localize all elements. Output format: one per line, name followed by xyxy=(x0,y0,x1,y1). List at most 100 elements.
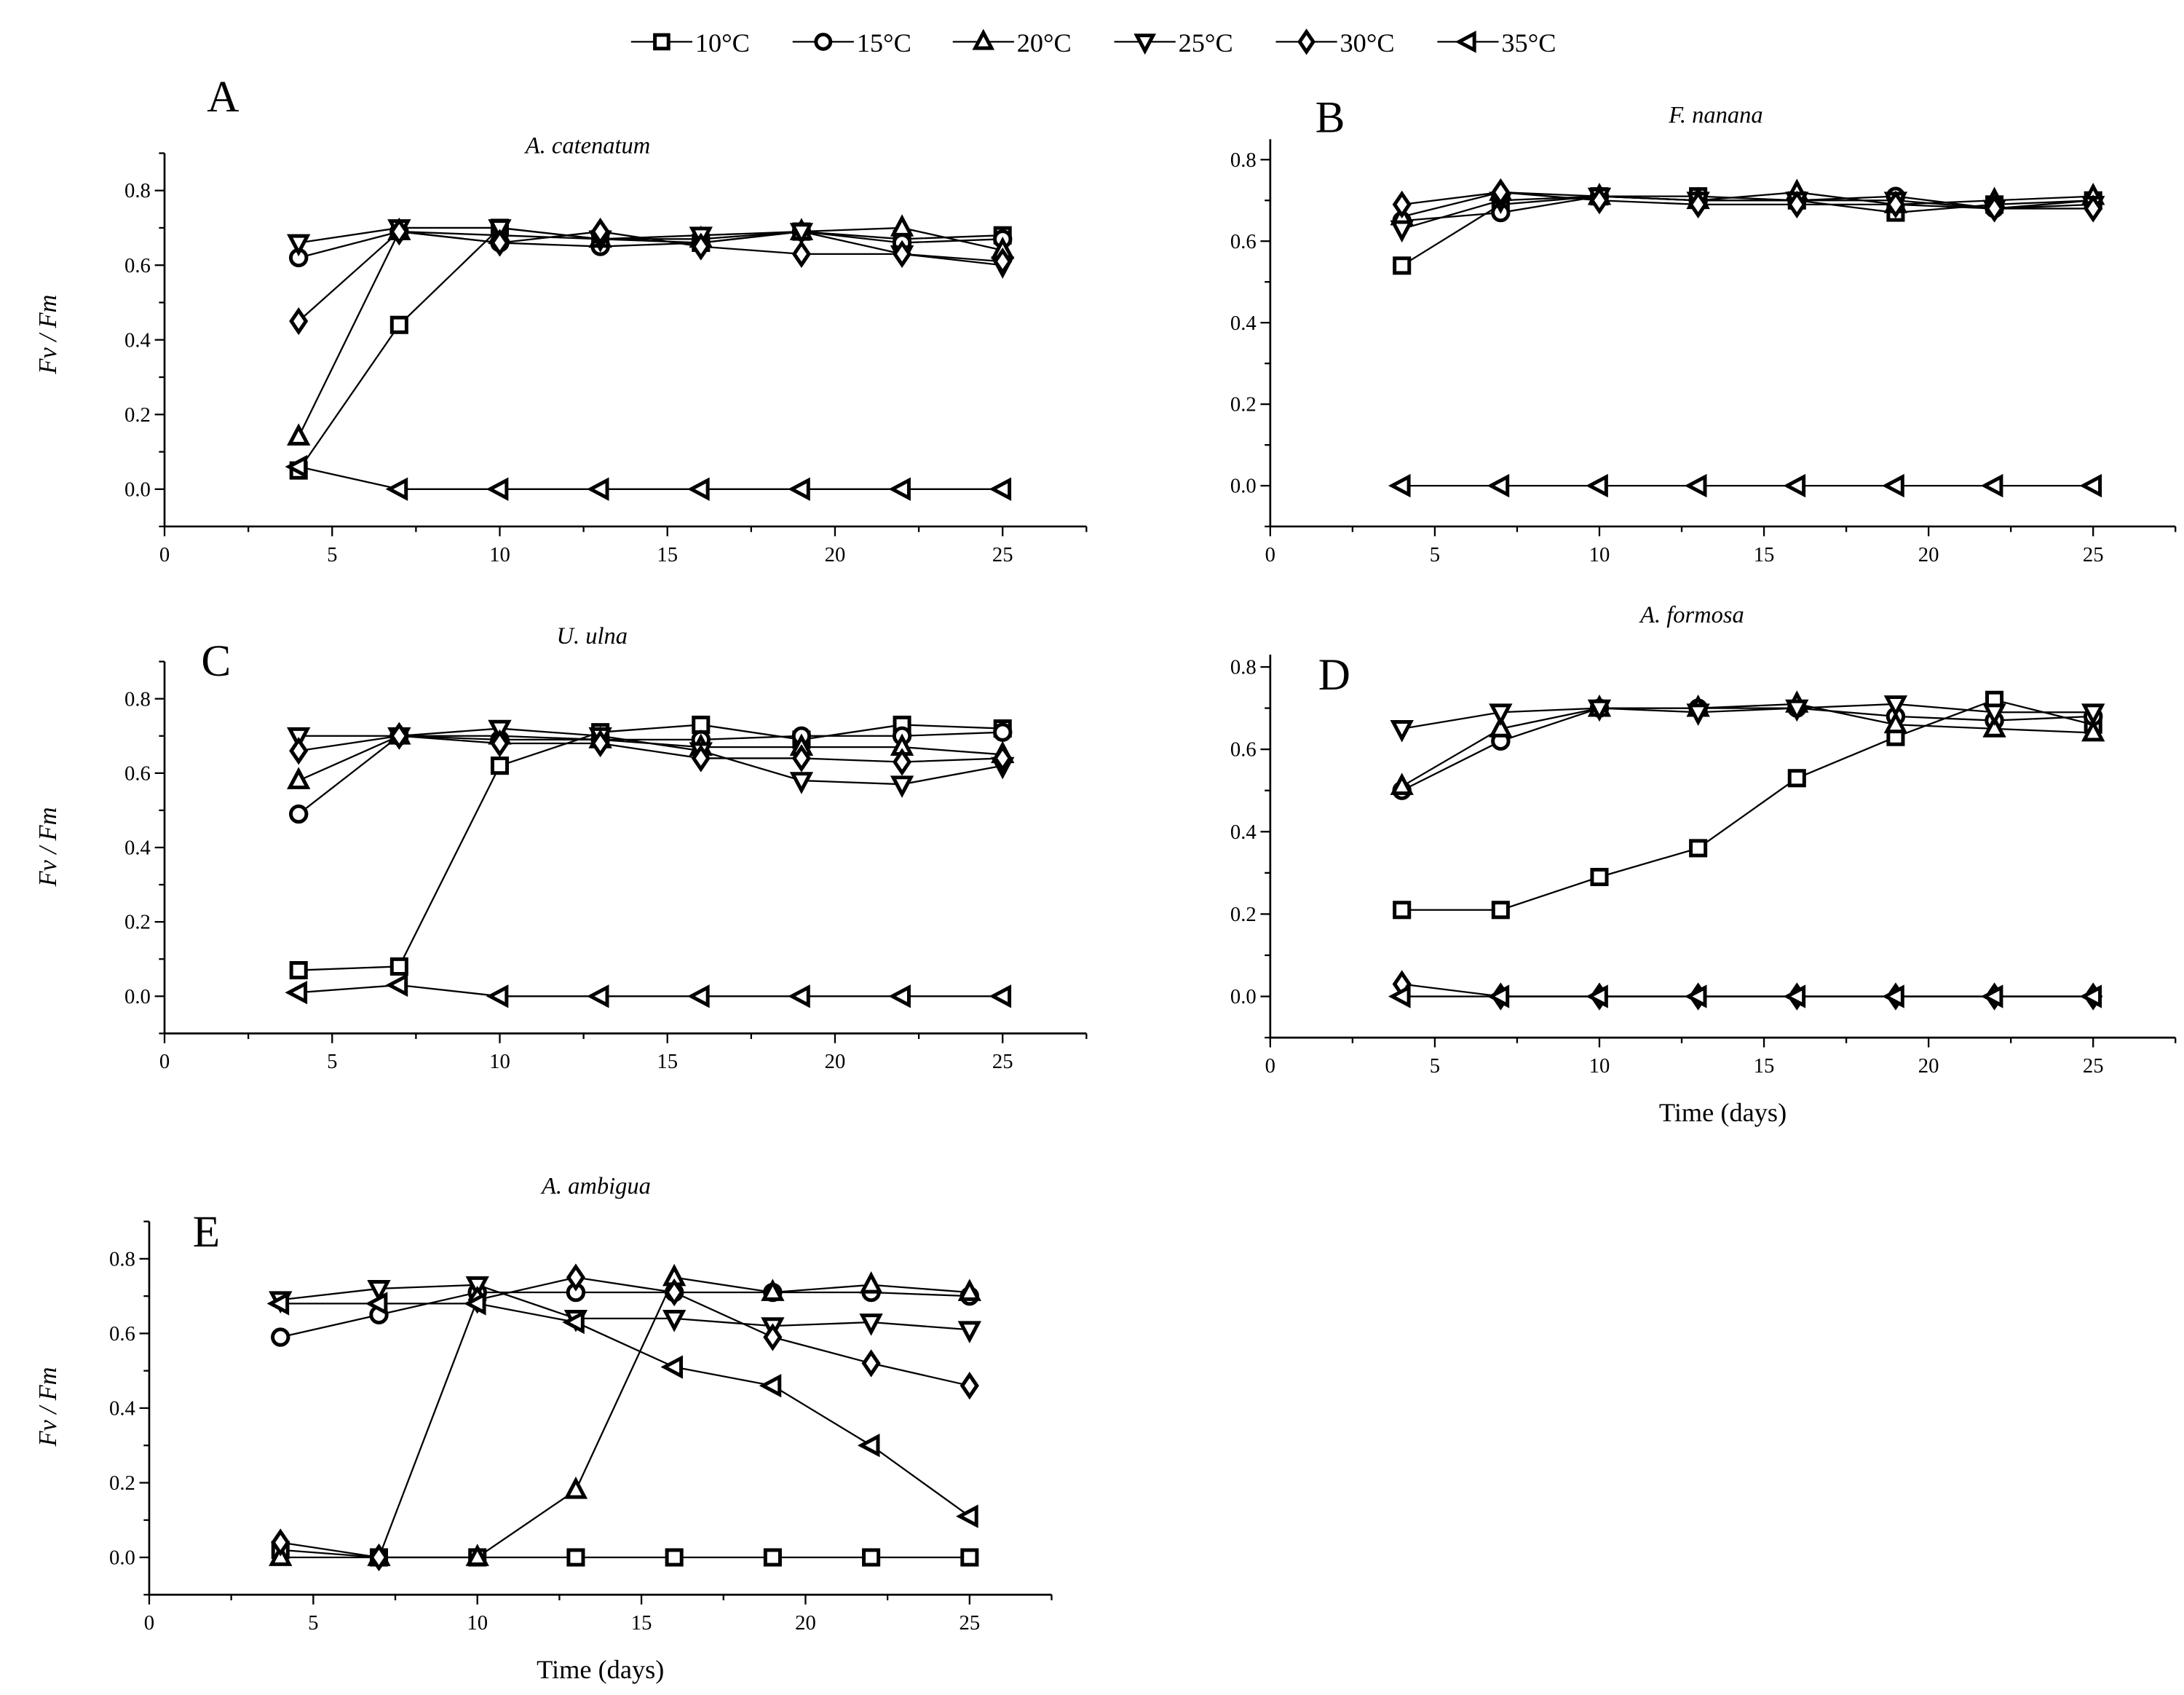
panel-title: A. ambigua xyxy=(540,1173,651,1199)
data-point xyxy=(287,423,311,446)
series-line xyxy=(298,984,1003,997)
data-point xyxy=(687,984,710,1008)
data-point xyxy=(888,984,911,1008)
data-point xyxy=(890,775,914,798)
series-line xyxy=(1401,191,2094,210)
series-25c xyxy=(1401,703,2094,730)
data-point xyxy=(993,247,1013,276)
data-point xyxy=(1980,473,2003,498)
series-20c xyxy=(1401,703,2094,788)
x-tick-label: 10 xyxy=(1589,543,1610,566)
y-tick-label: 0.4 xyxy=(1230,312,1257,335)
data-point xyxy=(2079,984,2102,1008)
data-point xyxy=(490,756,510,775)
data-point xyxy=(993,722,1013,742)
y-tick-label: 0.8 xyxy=(1230,149,1257,172)
data-point xyxy=(1883,711,1908,734)
data-point xyxy=(665,1548,684,1567)
markers-35c xyxy=(1388,473,2102,498)
x-tick-label: 25 xyxy=(992,1050,1013,1073)
data-point xyxy=(789,223,814,245)
data-point xyxy=(586,984,609,1008)
y-axis-label: Fv / Fm xyxy=(34,1367,62,1447)
data-point xyxy=(266,1292,290,1316)
y-tick-label: 0.2 xyxy=(109,1471,135,1495)
series-30c xyxy=(280,1276,970,1559)
y-tick-label: 0.4 xyxy=(124,837,151,860)
data-point xyxy=(2081,719,2105,742)
x-tick-label: 25 xyxy=(992,543,1013,566)
y-tick-label: 0.6 xyxy=(1230,230,1257,253)
y-axis-label: Fv / Fm xyxy=(34,295,62,375)
data-point xyxy=(662,1310,687,1332)
panel-letter: A xyxy=(207,72,239,122)
y-tick-label: 0.6 xyxy=(109,1322,135,1346)
series-line xyxy=(298,724,1003,971)
data-point xyxy=(271,1327,290,1347)
panel-D: 0 5 10 15 20 25 0.0 0.2 0.4 0.6 0.8 D A. formosa Time… xyxy=(1230,602,2177,1127)
legend-marker-square xyxy=(653,33,670,51)
y-tick-label: 0.8 xyxy=(109,1247,135,1271)
y-tick-label: 0.4 xyxy=(1230,821,1257,844)
data-point xyxy=(960,1548,979,1567)
markers-30c xyxy=(289,722,1013,776)
data-point xyxy=(367,1280,391,1303)
data-point xyxy=(788,984,810,1008)
data-point xyxy=(791,240,811,268)
data-point xyxy=(789,772,814,794)
legend-marker-triangle-down xyxy=(1133,33,1157,55)
data-point xyxy=(1589,186,1610,215)
y-tick-label: 0.2 xyxy=(124,911,151,934)
panel-letter: D xyxy=(1318,650,1350,700)
data-point xyxy=(1388,984,1411,1008)
data-point xyxy=(1489,703,1513,726)
data-point xyxy=(1393,256,1412,275)
data-point xyxy=(563,1477,588,1499)
data-point xyxy=(1390,220,1414,243)
legend-label: 35°C xyxy=(1501,28,1556,58)
series-line xyxy=(1401,703,2094,788)
data-point xyxy=(665,1278,684,1307)
data-point xyxy=(1982,715,2006,738)
legend-marker-triangle-left xyxy=(1455,31,1476,53)
series-line xyxy=(298,230,1003,322)
legend-marker-triangle-up xyxy=(972,28,995,50)
x-tick-label: 5 xyxy=(308,1611,318,1635)
legend: 10°C 15°C 20°C 25°C 30°C 35°C xyxy=(630,28,1556,58)
data-point xyxy=(957,1279,982,1301)
data-point xyxy=(1491,178,1511,207)
data-point xyxy=(1785,699,1809,722)
series-10c xyxy=(298,226,1003,471)
x-tick-label: 15 xyxy=(1754,1054,1775,1078)
data-point xyxy=(385,973,408,997)
data-point xyxy=(1787,769,1806,788)
legend-entry: 20°C xyxy=(952,28,1072,58)
data-point xyxy=(1985,194,2004,223)
data-point xyxy=(859,1271,883,1294)
series-35c xyxy=(298,465,1003,490)
y-tick-label: 0.0 xyxy=(124,985,151,1008)
series-line xyxy=(298,465,1003,490)
data-point xyxy=(562,1310,585,1335)
data-point xyxy=(389,722,409,750)
legend-entry: 25°C xyxy=(1114,28,1233,58)
legend-entry: 10°C xyxy=(630,28,750,58)
panel-C: 0 5 10 15 20 25 0.0 0.2 0.4 0.6 0.8 C U. ulna Fv / Fm xyxy=(34,623,1088,1073)
x-axis-label: Time (days) xyxy=(537,1655,664,1684)
legend-marker-diamond xyxy=(1297,28,1315,55)
x-tick-label: 25 xyxy=(2083,543,2104,566)
data-point xyxy=(1980,984,2003,1008)
data-point xyxy=(1783,473,1806,498)
data-point xyxy=(586,477,609,501)
x-tick-label: 20 xyxy=(1918,543,1939,566)
y-tick-label: 0.8 xyxy=(1230,656,1257,679)
data-point xyxy=(1882,473,1904,498)
y-tick-label: 0.2 xyxy=(1230,903,1257,926)
series-line xyxy=(1401,707,2094,791)
markers-35c xyxy=(266,1292,978,1528)
x-tick-label: 0 xyxy=(1265,543,1275,566)
data-point xyxy=(590,729,610,758)
data-point xyxy=(861,1349,881,1378)
series-line xyxy=(280,1303,970,1517)
